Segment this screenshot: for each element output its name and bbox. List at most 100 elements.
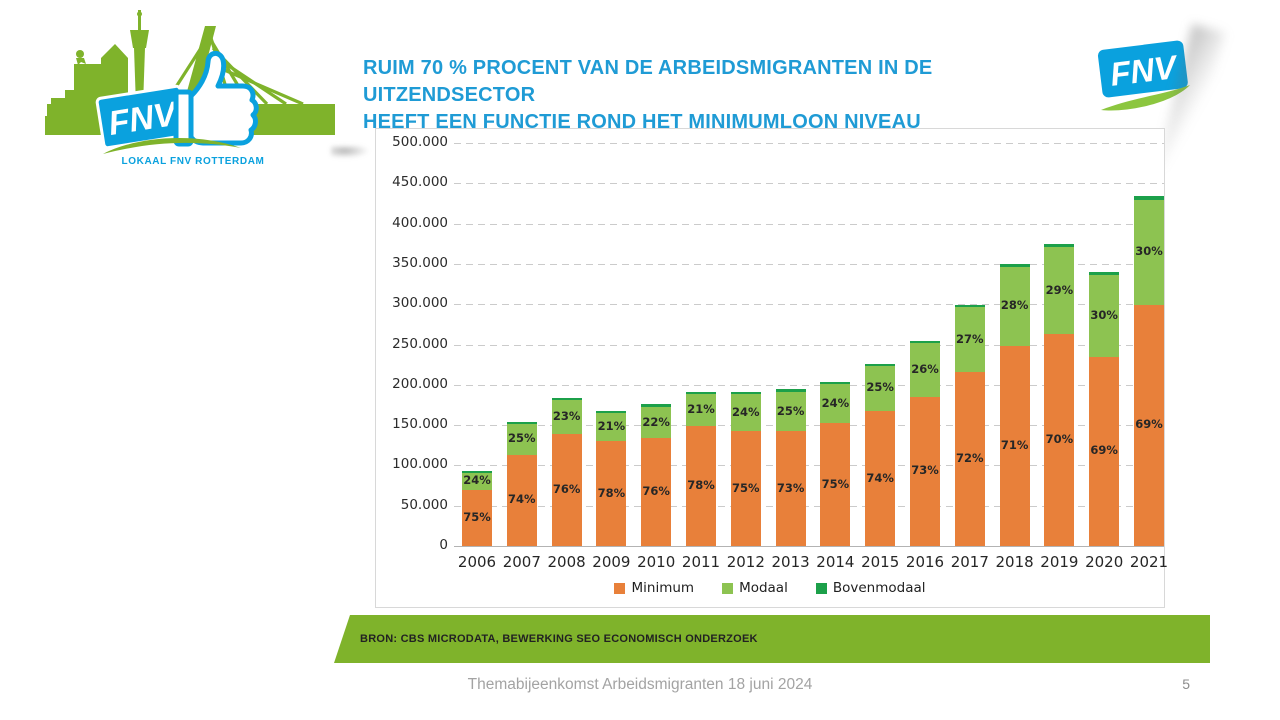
bar-segment-bovenmodaal-2021 xyxy=(1134,196,1164,200)
x-axis-category-label: 2011 xyxy=(681,553,721,571)
bar-segment-bovenmodaal-2012 xyxy=(730,392,761,395)
y-axis-tick-label: 350.000 xyxy=(392,254,448,271)
bar-segment-bovenmodaal-2013 xyxy=(775,388,806,392)
bar-segment-bovenmodaal-2017 xyxy=(954,305,985,308)
y-axis-tick-label: 400.000 xyxy=(392,214,448,231)
footer-text: Themabijeenkomst Arbeidsmigranten 18 jun… xyxy=(467,676,813,693)
bar-segment-minimum-2017 xyxy=(954,372,985,546)
legend-swatch-icon xyxy=(614,582,626,594)
fnv-tile-icon: FNV xyxy=(95,84,189,150)
bar-segment-minimum-2010 xyxy=(641,438,672,546)
bar-segment-minimum-2018 xyxy=(999,345,1030,546)
bar-segment-minimum-2012 xyxy=(730,431,761,546)
bar-segment-minimum-2013 xyxy=(775,431,806,546)
gridline xyxy=(454,425,1164,427)
bar-segment-minimum-2020 xyxy=(1089,356,1120,546)
modaal-percent-label: 25% xyxy=(866,380,894,395)
bar-segment-bovenmodaal-2018 xyxy=(999,263,1030,267)
gridline xyxy=(454,465,1164,467)
bar-segment-minimum-2016 xyxy=(910,396,940,546)
minimum-percent-label: 76% xyxy=(552,481,581,496)
y-axis-tick-label: 300.000 xyxy=(392,295,448,312)
modaal-percent-label: 25% xyxy=(508,431,536,446)
gridline xyxy=(454,505,1164,507)
bar-segment-minimum-2011 xyxy=(686,425,716,546)
lokaal-fnv-rotterdam-caption: LOKAAL FNV ROTTERDAM xyxy=(122,156,265,166)
gridline xyxy=(454,263,1164,265)
fnv-right-wordmark: FNV xyxy=(1108,48,1181,93)
bar-segment-modaal-2006 xyxy=(462,472,492,491)
bar-segment-modaal-2021 xyxy=(1134,199,1164,305)
bar-segment-minimum-2009 xyxy=(596,441,627,546)
bar-segment-modaal-2013 xyxy=(775,391,806,432)
bar-segment-modaal-2018 xyxy=(999,266,1030,346)
minimum-percent-label: 75% xyxy=(463,510,491,525)
x-axis-line xyxy=(454,546,1164,547)
bar-segment-modaal-2017 xyxy=(954,307,985,373)
bar-segment-modaal-2010 xyxy=(641,406,672,439)
x-axis-category-label: 2015 xyxy=(861,553,900,571)
slide-title: RUIM 70 % PROCENT VAN DE ARBEIDSMIGRANTE… xyxy=(363,55,1093,136)
gridline xyxy=(454,304,1164,306)
minimum-percent-label: 72% xyxy=(956,451,984,466)
modaal-percent-label: 24% xyxy=(732,404,760,419)
gridline xyxy=(454,384,1164,386)
bar-segment-bovenmodaal-2006 xyxy=(462,470,492,473)
modaal-percent-label: 26% xyxy=(911,361,939,376)
minimum-percent-label: 69% xyxy=(1090,443,1118,458)
x-axis-category-label: 2009 xyxy=(592,553,631,571)
fnv-logo: FNV xyxy=(1093,36,1197,126)
bar-segment-minimum-2007 xyxy=(506,454,537,546)
legend-item-minimum: Minimum xyxy=(614,580,694,596)
modaal-percent-label: 29% xyxy=(1045,282,1074,297)
source-text: BRON: CBS MICRODATA, BEWERKING SEO ECONO… xyxy=(360,633,758,645)
gridline xyxy=(454,223,1164,225)
gridline xyxy=(454,344,1164,346)
x-axis-category-label: 2008 xyxy=(547,553,586,571)
minimum-percent-label: 73% xyxy=(911,463,939,478)
thumbs-up-icon xyxy=(173,51,259,147)
bar-segment-modaal-2009 xyxy=(596,412,627,441)
bar-segment-modaal-2014 xyxy=(820,384,851,424)
bar-segment-modaal-2008 xyxy=(551,399,582,434)
modaal-percent-label: 30% xyxy=(1090,307,1118,322)
modaal-percent-label: 22% xyxy=(642,414,670,429)
legend-swatch-icon xyxy=(815,582,827,594)
panel-edge-shadow xyxy=(331,146,369,158)
plot-area: 500.000 450.000 400.000 350.000 300.000 250.0… xyxy=(376,129,1168,607)
modaal-percent-label: 23% xyxy=(552,408,581,423)
minimum-percent-label: 71% xyxy=(1000,437,1029,452)
bar-segment-modaal-2020 xyxy=(1089,274,1120,357)
y-axis-tick-label: 200.000 xyxy=(392,375,448,392)
x-axis-category-label: 2013 xyxy=(771,553,810,571)
slide-title-line1: RUIM 70 % PROCENT VAN DE ARBEIDSMIGRANTE… xyxy=(363,57,933,106)
legend-label: Minimum xyxy=(631,580,695,596)
bar-segment-minimum-2021 xyxy=(1134,304,1164,546)
rotterdam-skyline-icon: FNV LOKAAL FNV ROTTERDAM xyxy=(45,10,335,167)
x-axis-category-label: 2007 xyxy=(502,553,541,571)
bar-segment-bovenmodaal-2009 xyxy=(596,410,627,413)
y-axis-tick-label: 500.000 xyxy=(392,134,448,150)
page-number: 5 xyxy=(1182,676,1190,692)
x-axis-category-label: 2014 xyxy=(816,553,855,571)
x-axis-category-label: 2021 xyxy=(1129,553,1169,571)
legend-label: Bovenmodaal xyxy=(832,580,926,596)
bar-segment-modaal-2007 xyxy=(506,423,537,455)
gridline xyxy=(454,183,1164,185)
minimum-percent-label: 73% xyxy=(776,480,805,495)
stacked-bar-chart: 500.000 450.000 400.000 350.000 300.000 250.0… xyxy=(375,128,1168,608)
gridline xyxy=(454,143,1164,144)
bar-segment-bovenmodaal-2010 xyxy=(641,404,672,407)
bar-segment-modaal-2011 xyxy=(686,393,716,426)
legend-swatch-icon xyxy=(722,582,734,594)
modaal-percent-label: 21% xyxy=(687,401,715,416)
slide-title-line2: HEEFT EEN FUNCTIE ROND HET MINIMUMLOON N… xyxy=(363,111,921,133)
x-axis-category-label: 2020 xyxy=(1085,553,1124,571)
bar-segment-minimum-2006 xyxy=(462,490,492,546)
bar-segment-minimum-2015 xyxy=(865,411,896,546)
x-axis-category-label: 2010 xyxy=(637,553,676,571)
x-axis-category-label: 2012 xyxy=(726,553,765,571)
source-banner: BRON: CBS MICRODATA, BEWERKING SEO ECONO… xyxy=(334,615,1210,663)
bar-segment-minimum-2008 xyxy=(551,433,582,546)
minimum-percent-label: 75% xyxy=(821,476,850,491)
